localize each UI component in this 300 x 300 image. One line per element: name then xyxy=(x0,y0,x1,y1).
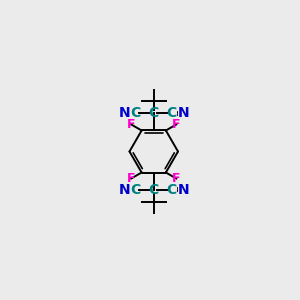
Text: N: N xyxy=(118,106,130,120)
Text: N: N xyxy=(178,106,189,120)
Text: C: C xyxy=(167,183,177,197)
Text: N: N xyxy=(178,183,189,197)
Text: F: F xyxy=(127,172,136,185)
Text: C: C xyxy=(130,183,141,197)
Text: N: N xyxy=(118,183,130,197)
Text: C: C xyxy=(167,106,177,120)
Text: C: C xyxy=(148,183,159,197)
Text: F: F xyxy=(172,118,181,131)
Text: F: F xyxy=(172,172,181,185)
Text: C: C xyxy=(148,106,159,120)
Text: C: C xyxy=(130,106,141,120)
Text: F: F xyxy=(127,118,136,131)
